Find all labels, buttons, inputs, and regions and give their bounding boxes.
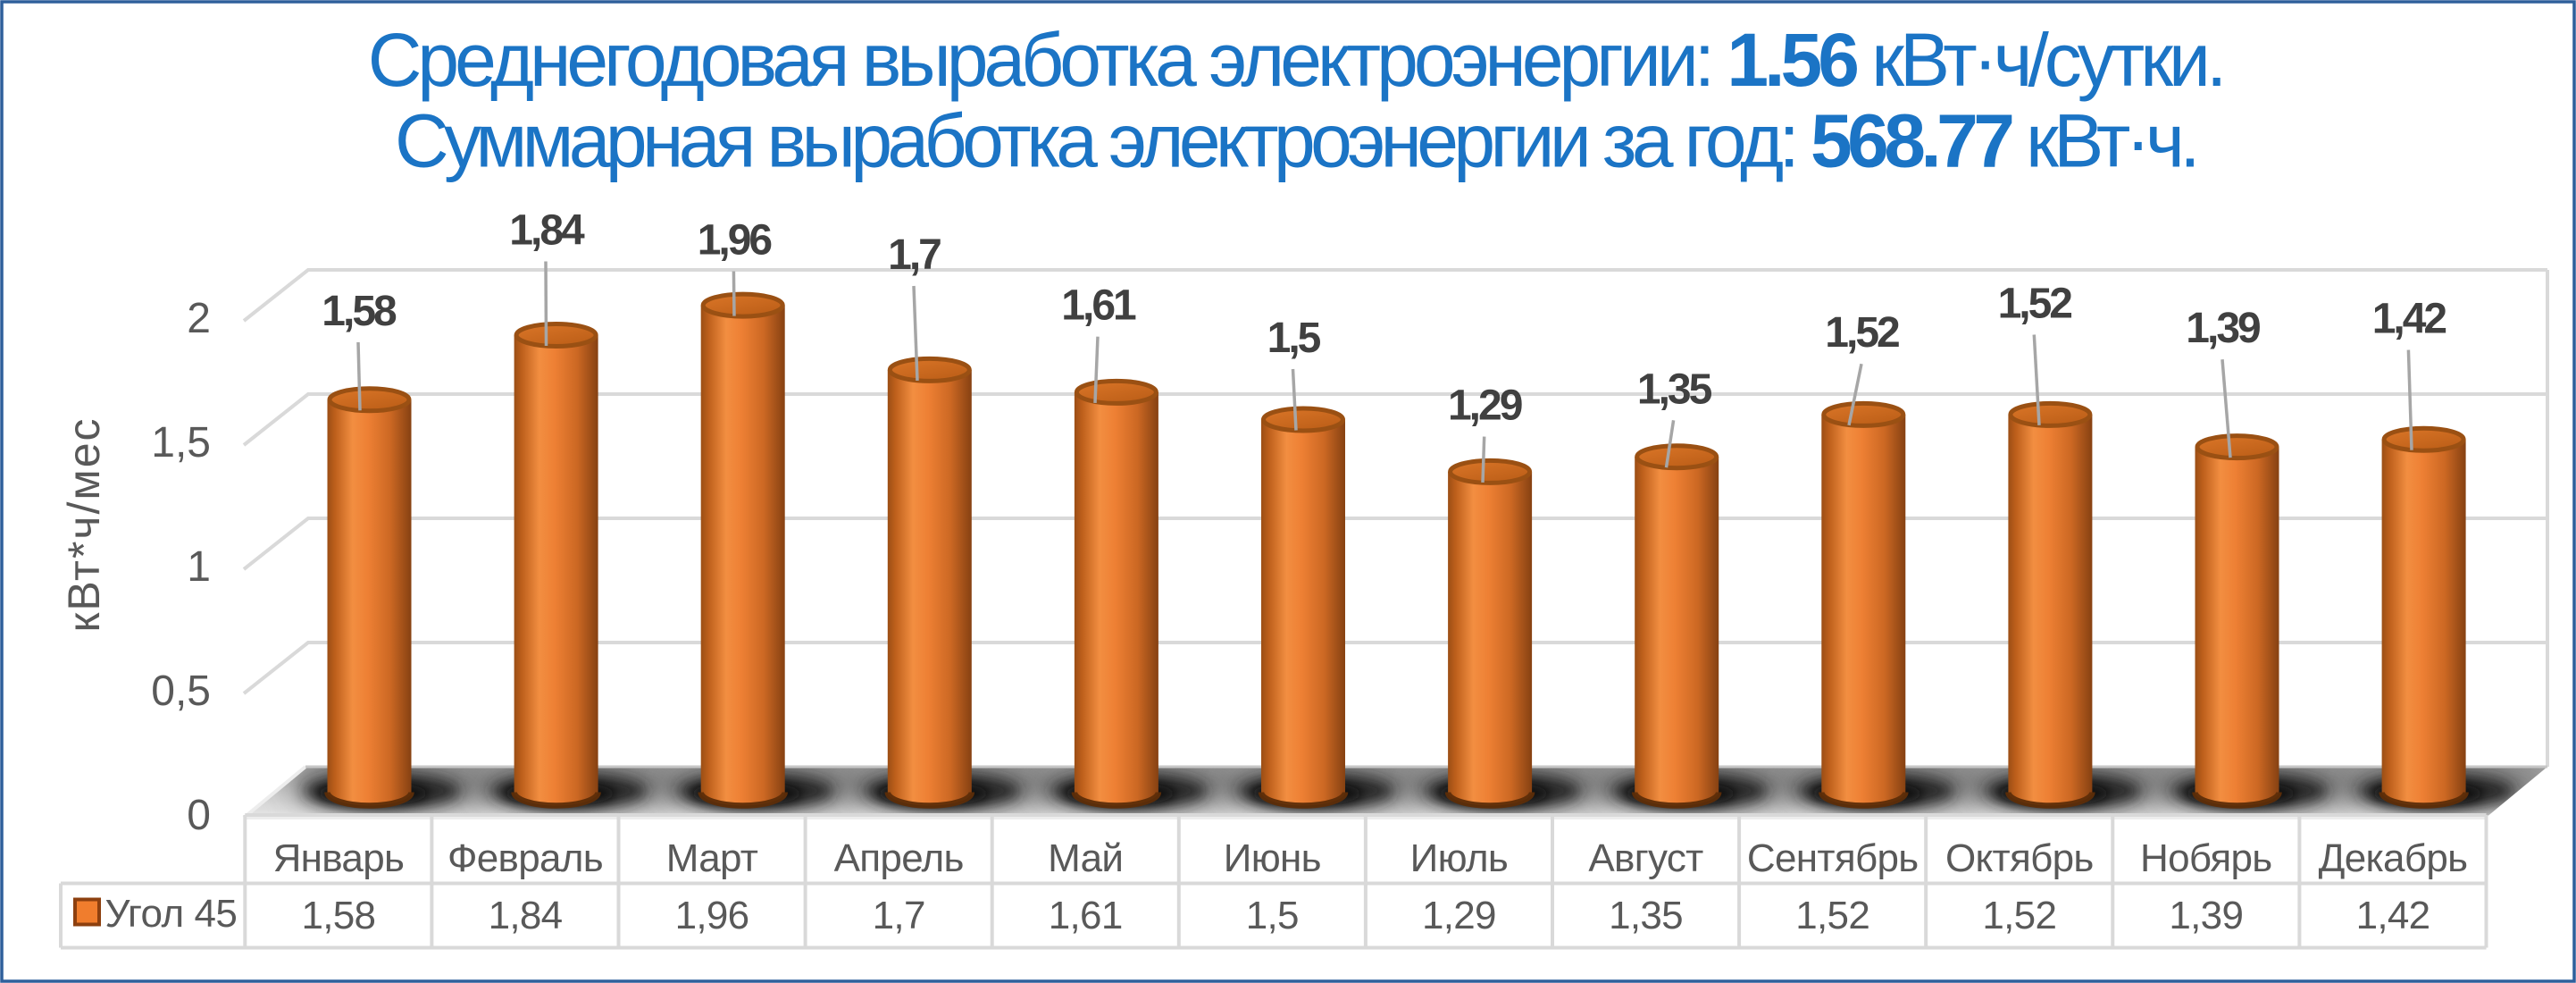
svg-text:0,5: 0,5 — [151, 668, 211, 715]
svg-text:1,5: 1,5 — [1246, 894, 1299, 937]
svg-text:1,61: 1,61 — [1049, 894, 1123, 937]
svg-text:1,39: 1,39 — [2186, 305, 2260, 352]
svg-text:1,5: 1,5 — [1267, 315, 1321, 362]
svg-text:1,39: 1,39 — [2169, 894, 2243, 937]
svg-text:2: 2 — [187, 295, 211, 342]
svg-text:1,58: 1,58 — [301, 894, 375, 937]
svg-text:1,5: 1,5 — [151, 419, 211, 466]
svg-text:1,42: 1,42 — [2356, 894, 2430, 937]
svg-text:1,84: 1,84 — [509, 207, 585, 255]
svg-text:Май: Май — [1048, 836, 1123, 880]
svg-text:1,96: 1,96 — [698, 217, 772, 265]
svg-text:Суммарная выработка электроэне: Суммарная выработка электроэнергии за го… — [395, 99, 2195, 183]
svg-text:1,7: 1,7 — [873, 894, 925, 937]
svg-text:1,29: 1,29 — [1448, 382, 1522, 430]
svg-text:1,96: 1,96 — [675, 894, 749, 937]
svg-text:Август: Август — [1588, 836, 1703, 880]
svg-text:Октябрь: Октябрь — [1945, 836, 2094, 880]
svg-text:кВт*ч/мес: кВт*ч/мес — [59, 416, 109, 632]
svg-text:Сентябрь: Сентябрь — [1747, 836, 1919, 880]
svg-text:0: 0 — [187, 792, 211, 839]
svg-text:1,35: 1,35 — [1637, 365, 1712, 413]
svg-text:Февраль: Февраль — [447, 836, 603, 880]
svg-text:Декабрь: Декабрь — [2319, 836, 2468, 880]
svg-text:1,58: 1,58 — [322, 288, 397, 335]
svg-text:1,61: 1,61 — [1061, 282, 1136, 330]
svg-text:1,29: 1,29 — [1422, 894, 1496, 937]
svg-text:1,7: 1,7 — [888, 231, 941, 279]
svg-text:1,52: 1,52 — [1825, 309, 1899, 357]
svg-text:Июнь: Июнь — [1224, 836, 1321, 880]
svg-text:Январь: Январь — [273, 836, 405, 880]
svg-text:Угол 45: Угол 45 — [105, 892, 238, 936]
svg-text:1,52: 1,52 — [1795, 894, 1869, 937]
svg-text:1,42: 1,42 — [2372, 296, 2446, 343]
svg-text:1: 1 — [187, 543, 211, 591]
svg-text:Апрель: Апрель — [834, 836, 964, 880]
svg-text:1,84: 1,84 — [489, 894, 563, 937]
svg-text:1,52: 1,52 — [1982, 894, 2056, 937]
svg-text:Среднегодовая выработка электр: Среднегодовая выработка электроэнергии: … — [368, 18, 2223, 102]
svg-text:Июль: Июль — [1410, 836, 1508, 880]
svg-text:Нобярь: Нобярь — [2140, 836, 2272, 880]
svg-text:1,35: 1,35 — [1609, 894, 1683, 937]
svg-text:Март: Март — [666, 836, 758, 880]
svg-text:1,52: 1,52 — [1998, 281, 2072, 328]
